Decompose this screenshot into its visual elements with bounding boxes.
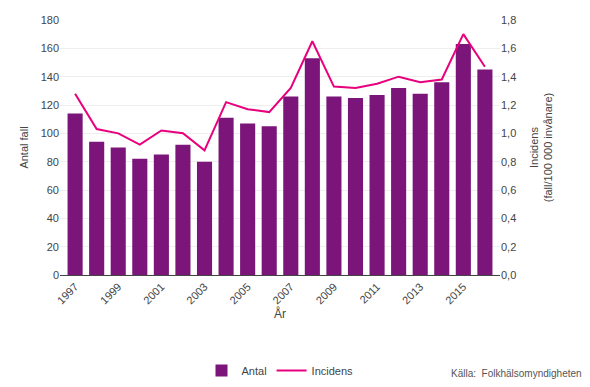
svg-text:1999: 1999 — [98, 281, 124, 307]
svg-text:Antal fall: Antal fall — [18, 126, 30, 168]
svg-text:140: 140 — [41, 71, 59, 83]
svg-text:0: 0 — [53, 269, 59, 281]
svg-text:0,8: 0,8 — [501, 156, 516, 168]
svg-text:1,4: 1,4 — [501, 71, 516, 83]
svg-text:100: 100 — [41, 127, 59, 139]
svg-text:Incidens(fall/100 000 invånare: Incidens(fall/100 000 invånare) — [528, 93, 554, 202]
svg-text:2007: 2007 — [270, 281, 296, 307]
svg-text:2001: 2001 — [141, 281, 167, 307]
svg-text:180: 180 — [41, 14, 59, 26]
svg-text:Incidens: Incidens — [312, 365, 353, 377]
svg-text:20: 20 — [47, 241, 59, 253]
svg-text:2013: 2013 — [400, 281, 426, 307]
svg-text:2015: 2015 — [443, 281, 469, 307]
svg-text:2005: 2005 — [227, 281, 253, 307]
svg-text:Antal: Antal — [242, 365, 267, 377]
svg-text:2009: 2009 — [313, 281, 339, 307]
svg-text:2003: 2003 — [184, 281, 210, 307]
svg-text:0,0: 0,0 — [501, 269, 516, 281]
svg-text:2011: 2011 — [357, 281, 382, 306]
svg-text:0,4: 0,4 — [501, 212, 516, 224]
svg-text:60: 60 — [47, 184, 59, 196]
svg-text:80: 80 — [47, 156, 59, 168]
svg-text:120: 120 — [41, 99, 59, 111]
svg-text:1,8: 1,8 — [501, 14, 516, 26]
svg-text:1997: 1997 — [55, 281, 81, 307]
svg-text:1,6: 1,6 — [501, 42, 516, 54]
svg-text:40: 40 — [47, 212, 59, 224]
svg-text:1,0: 1,0 — [501, 127, 516, 139]
svg-text:1,2: 1,2 — [501, 99, 516, 111]
svg-text:160: 160 — [41, 42, 59, 54]
svg-text:0,6: 0,6 — [501, 184, 516, 196]
svg-text:Källa: Folkhälsomyndigheten: Källa: Folkhälsomyndigheten — [451, 368, 582, 379]
svg-text:0,2: 0,2 — [501, 241, 516, 253]
svg-text:År: År — [274, 306, 286, 321]
